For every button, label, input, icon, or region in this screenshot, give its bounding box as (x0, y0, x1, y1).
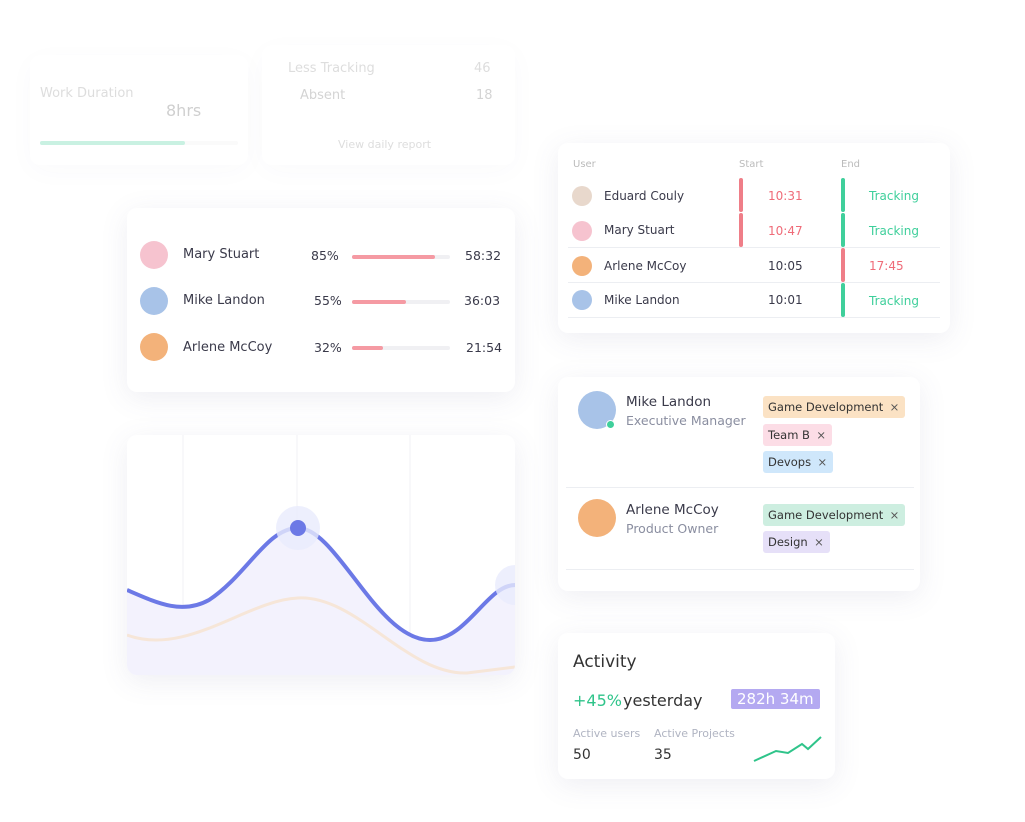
progress-fill (352, 255, 436, 259)
secondary-line (127, 596, 515, 675)
team-card: Mike Landon Executive Manager Game Devel… (558, 377, 920, 591)
start: 10:01 (768, 293, 803, 307)
row-separator (568, 247, 940, 248)
point (290, 520, 306, 536)
user: Arlene McCoy (604, 259, 687, 273)
start: 10:05 (768, 259, 803, 273)
change: +45% (573, 691, 622, 710)
late-indicator (739, 213, 743, 247)
progress-card: Mary Stuart 85% 58:32 Mike Landon 55% 36… (127, 208, 515, 392)
member-role: Executive Manager (626, 413, 746, 428)
percent-label: 32% (314, 340, 342, 355)
person-name: Arlene McCoy (183, 340, 273, 355)
percent-label: 85% (311, 248, 339, 263)
late-indicator (739, 178, 743, 212)
time: 58:32 (465, 248, 502, 263)
avatar (572, 290, 592, 310)
progress-fill (352, 346, 384, 350)
header: User (573, 159, 596, 170)
progress-fill (352, 300, 406, 304)
header: Start (739, 159, 764, 170)
sparkline (753, 736, 822, 762)
user: Mary Stuart (604, 223, 675, 237)
status-indicator (841, 213, 845, 247)
activity-title: Activity (573, 652, 637, 672)
status-indicator (841, 248, 845, 282)
time: 21:54 (466, 340, 503, 355)
work-fill (40, 141, 185, 145)
time: 36:03 (464, 293, 501, 308)
total: 282h 34m (731, 689, 820, 709)
status-indicator (841, 178, 845, 212)
end: 17:45 (869, 259, 904, 273)
tag[interactable]: Team B (763, 424, 832, 446)
user: Mike Landon (604, 293, 680, 307)
stat-label: Active users (573, 727, 641, 740)
stat-value: 18 (476, 88, 493, 103)
stat-label: Less Tracking (288, 61, 375, 76)
avatar (140, 287, 168, 315)
avatar (572, 186, 592, 206)
end: Tracking (869, 224, 919, 238)
work-track (40, 141, 238, 145)
avatar (572, 221, 592, 241)
stat-value: 50 (573, 747, 591, 763)
period: yesterday (623, 691, 703, 710)
avatar (572, 256, 592, 276)
member-name: Arlene McCoy (626, 502, 719, 518)
tracking-card: User Start End Eduard Couly 10:31 Tracki… (558, 143, 950, 333)
stat-label: Active Projects (654, 727, 735, 740)
progress-track (352, 346, 450, 350)
avatar (578, 499, 616, 537)
tag[interactable]: Game Development (763, 396, 906, 418)
end: Tracking (869, 189, 919, 203)
separator (566, 487, 914, 488)
progress-track (352, 300, 450, 304)
member-role: Product Owner (626, 521, 719, 536)
stat-value: 46 (474, 61, 491, 76)
wave-chart (127, 435, 515, 675)
work-value: 8hrs (166, 101, 202, 120)
sparkline-path (753, 736, 822, 762)
row-separator (568, 317, 940, 318)
work-card: Work Duration 8hrs (30, 55, 248, 165)
tag[interactable]: Game Development (763, 504, 906, 526)
report-link[interactable]: View daily report (338, 138, 432, 151)
member-name: Mike Landon (626, 394, 712, 410)
row-separator (568, 282, 940, 283)
end: Tracking (869, 294, 919, 308)
header: End (841, 159, 861, 170)
person-name: Mary Stuart (183, 247, 260, 262)
person-name: Mike Landon (183, 293, 265, 308)
avatar (140, 333, 168, 361)
tag[interactable]: Devops (763, 451, 834, 473)
start: 10:31 (768, 189, 803, 203)
stat-value: 35 (654, 747, 672, 763)
stats-card: Less Tracking 46 Absent 18 View daily re… (262, 45, 515, 165)
work-label: Work Duration (40, 86, 134, 101)
user: Eduard Couly (604, 189, 685, 203)
activity-card: Activity +45% yesterday 282h 34m Active … (558, 633, 835, 779)
progress-track (352, 255, 450, 259)
start: 10:47 (768, 224, 803, 238)
wave-card (127, 435, 515, 675)
online-dot (606, 420, 615, 429)
halo (495, 565, 515, 605)
avatar (140, 241, 168, 269)
status-indicator (841, 283, 845, 317)
separator (566, 569, 914, 570)
percent-label: 55% (314, 293, 342, 308)
stat-label: Absent (300, 88, 346, 103)
tag[interactable]: Design (763, 531, 830, 553)
